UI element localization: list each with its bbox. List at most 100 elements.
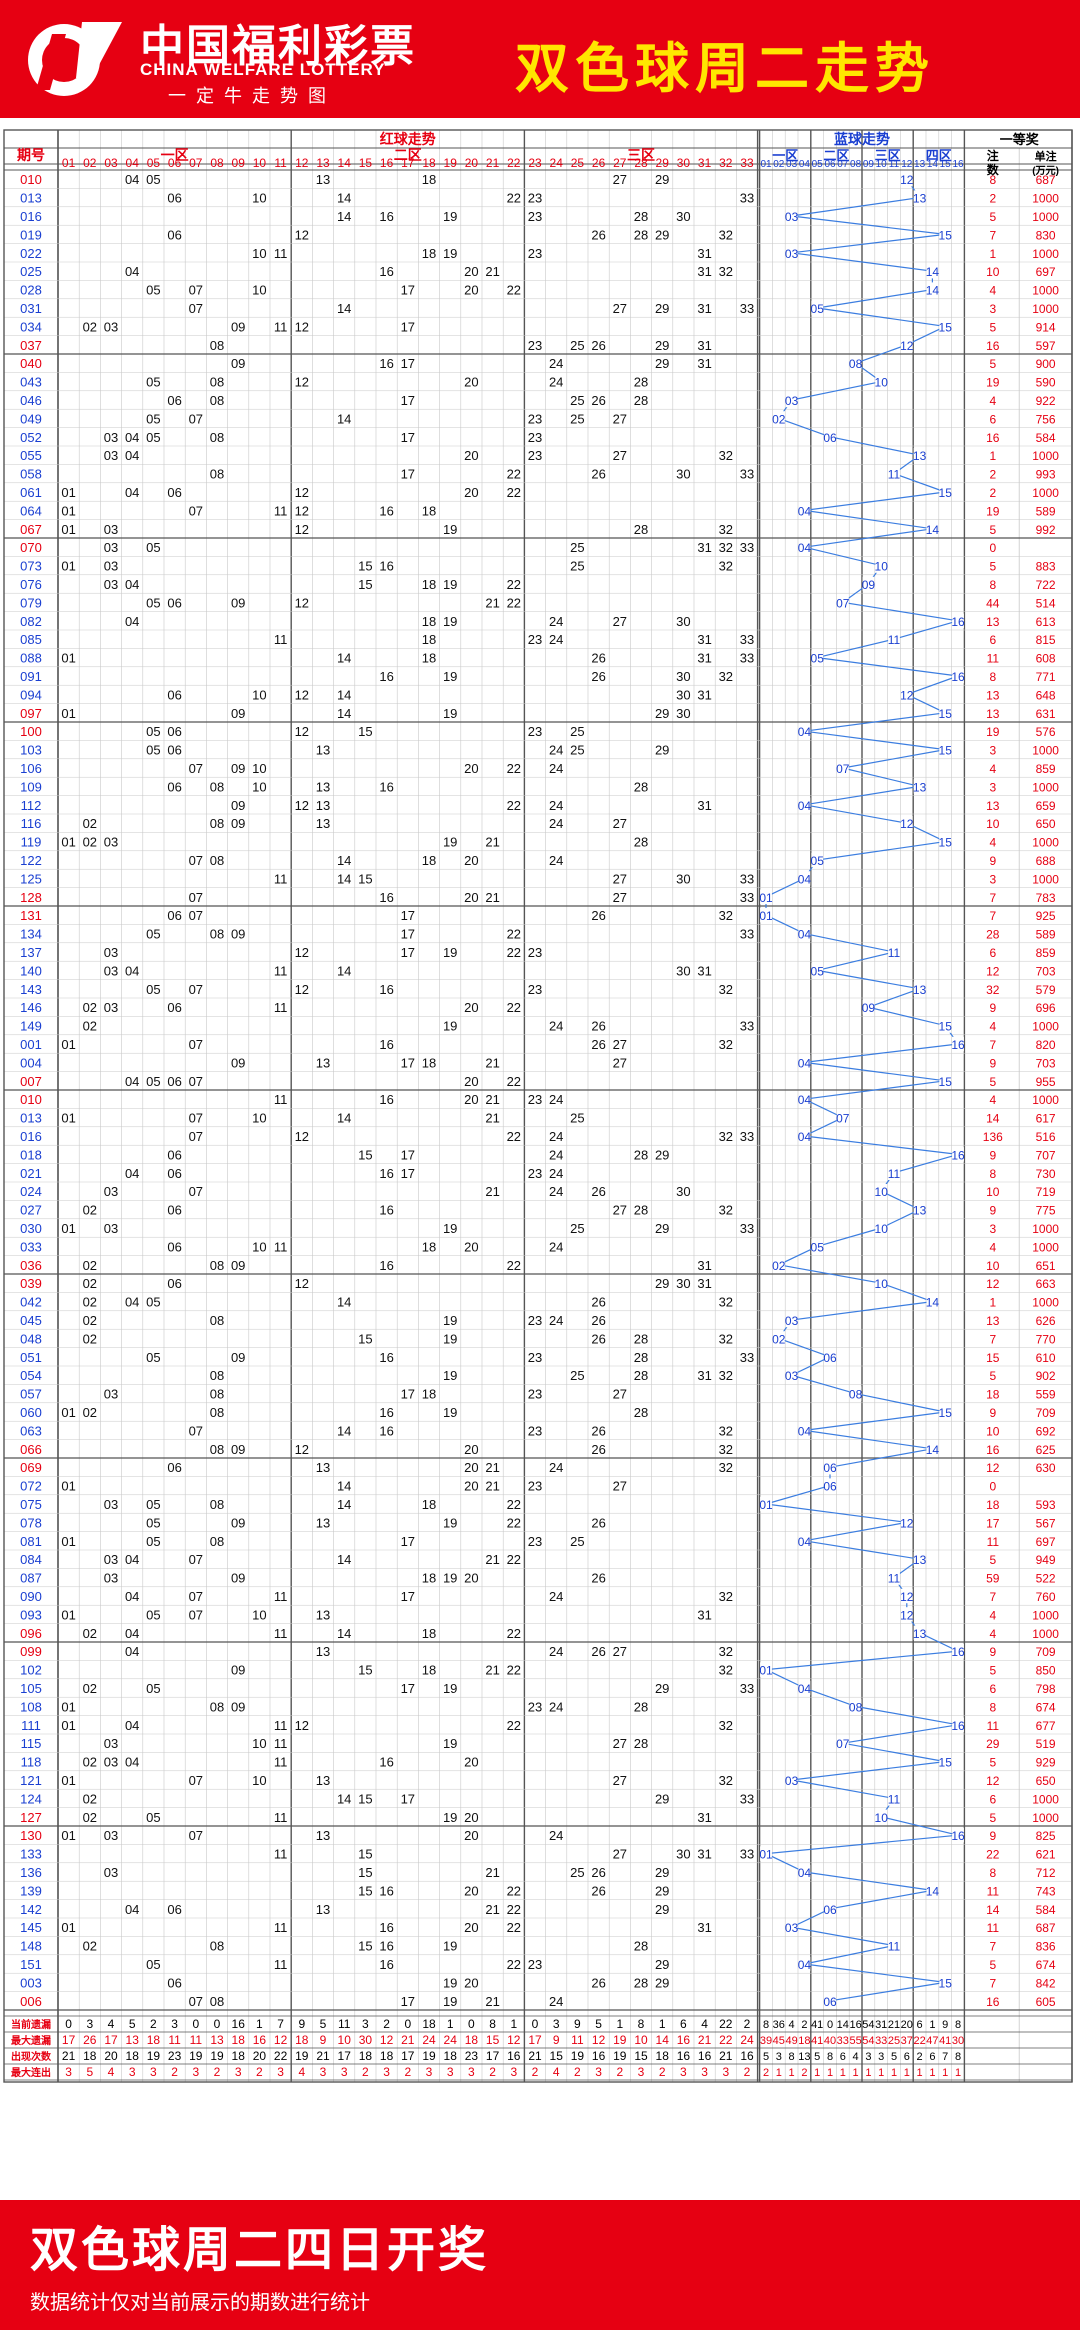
red-ball-mark: 06 xyxy=(167,908,181,923)
prize-count: 10 xyxy=(986,1185,1000,1199)
issue-number: 133 xyxy=(20,1847,42,1862)
blue-ball-bg xyxy=(952,613,964,628)
issue-number: 094 xyxy=(20,687,42,702)
red-ball-mark: 27 xyxy=(613,1644,627,1659)
prize-amount: 674 xyxy=(1036,1958,1056,1972)
issue-number: 102 xyxy=(20,1663,42,1678)
prize-amount: 859 xyxy=(1036,946,1056,960)
issue-number: 007 xyxy=(20,1074,42,1089)
red-ball-mark: 26 xyxy=(591,1313,605,1328)
red-ball-mark: 20 xyxy=(464,283,478,298)
red-number-header: 25 xyxy=(571,156,585,170)
red-ball-mark: 07 xyxy=(189,890,203,905)
red-ball-mark: 16 xyxy=(379,356,393,371)
red-ball-mark: 03 xyxy=(104,1571,118,1586)
red-ball-mark: 33 xyxy=(740,1847,754,1862)
red-ball-mark: 27 xyxy=(613,614,627,629)
blue-ball-mark: 10 xyxy=(875,1811,889,1825)
prize-count: 4 xyxy=(989,762,996,776)
red-ball-mark: 27 xyxy=(613,890,627,905)
stat-value-red: 3 xyxy=(722,2065,729,2079)
red-ball-mark: 18 xyxy=(422,1387,436,1402)
blue-ball-bg xyxy=(811,963,824,978)
issue-number: 100 xyxy=(20,724,42,739)
blue-ball-mark: 11 xyxy=(888,946,901,960)
red-ball-mark: 03 xyxy=(104,319,118,334)
red-ball-mark: 26 xyxy=(591,1184,605,1199)
red-ball-mark: 17 xyxy=(401,467,415,482)
red-ball-mark: 16 xyxy=(379,1092,393,1107)
red-ball-mark: 06 xyxy=(167,1902,181,1917)
stat-value-blue: 14 xyxy=(837,2019,849,2031)
red-ball-mark: 05 xyxy=(146,1515,160,1530)
red-ball-mark: 16 xyxy=(379,779,393,794)
blue-ball-bg xyxy=(798,1956,811,1972)
blue-ball-bg xyxy=(836,595,849,610)
red-ball-mark: 21 xyxy=(485,1663,499,1678)
red-ball-mark: 07 xyxy=(189,908,203,923)
red-ball-mark: 27 xyxy=(613,1773,627,1788)
blue-ball-mark: 12 xyxy=(900,339,914,353)
red-ball-mark: 16 xyxy=(379,669,393,684)
red-ball-mark: 27 xyxy=(613,1055,627,1070)
red-ball-mark: 22 xyxy=(507,1258,521,1273)
red-ball-mark: 06 xyxy=(167,191,181,206)
blue-ball-bg xyxy=(939,227,952,242)
red-ball-mark: 06 xyxy=(167,724,181,739)
stat-value-red: 18 xyxy=(126,2049,140,2063)
blue-ball-mark: 12 xyxy=(900,688,914,702)
red-ball-mark: 04 xyxy=(125,448,139,463)
issue-number: 003 xyxy=(20,1975,42,1990)
blue-ball-mark: 04 xyxy=(798,1093,812,1107)
red-ball-mark: 31 xyxy=(697,1258,711,1273)
red-ball-mark: 01 xyxy=(61,1773,75,1788)
red-ball-mark: 28 xyxy=(634,522,648,537)
stat-value-blue: 8 xyxy=(763,2019,769,2031)
issue-number: 004 xyxy=(20,1055,42,1070)
red-ball-mark: 23 xyxy=(528,982,542,997)
red-ball-mark: 19 xyxy=(443,522,457,537)
prize-amount: 955 xyxy=(1036,1075,1056,1089)
stat-value-red: 17 xyxy=(486,2049,500,2063)
blue-zone-label: 一区 xyxy=(772,148,798,163)
red-ball-mark: 24 xyxy=(549,1019,563,1034)
blue-ball-bg xyxy=(798,1680,811,1696)
stat-value-blue: 47 xyxy=(926,2035,938,2047)
red-ball-mark: 10 xyxy=(252,687,266,702)
prize-amount: 859 xyxy=(1036,762,1056,776)
red-ball-mark: 06 xyxy=(167,743,181,758)
stat-value-blue: 4 xyxy=(853,2051,859,2063)
red-ball-mark: 22 xyxy=(507,1626,521,1641)
red-ball-mark: 29 xyxy=(655,743,669,758)
red-ball-mark: 12 xyxy=(295,945,309,960)
red-ball-mark: 26 xyxy=(591,1331,605,1346)
issue-number: 091 xyxy=(20,669,42,684)
stat-value-red: 11 xyxy=(338,2017,351,2031)
red-ball-mark: 33 xyxy=(740,1221,754,1236)
blue-ball-mark: 14 xyxy=(926,1884,940,1898)
stat-value-blue: 9 xyxy=(942,2019,948,2031)
blue-ball-bg xyxy=(913,1625,926,1640)
red-ball-mark: 29 xyxy=(655,1883,669,1898)
red-ball-mark: 32 xyxy=(719,1718,733,1733)
red-ball-mark: 24 xyxy=(549,1994,563,2009)
red-ball-mark: 09 xyxy=(231,319,245,334)
prize-amount: 608 xyxy=(1036,652,1056,666)
prize-count: 13 xyxy=(986,688,1000,702)
red-ball-mark: 24 xyxy=(549,1239,563,1254)
blue-ball-bg xyxy=(862,1000,875,1015)
red-ball-mark: 15 xyxy=(358,724,372,739)
red-ball-mark: 33 xyxy=(740,540,754,555)
red-ball-mark: 23 xyxy=(528,1092,542,1107)
stat-value-red: 18 xyxy=(359,2049,373,2063)
red-ball-mark: 31 xyxy=(697,1276,711,1291)
stat-value-red: 4 xyxy=(108,2017,115,2031)
stat-value-blue: 1 xyxy=(878,2067,884,2079)
red-ball-mark: 03 xyxy=(104,1000,118,1015)
issue-number: 042 xyxy=(20,1295,42,1310)
stat-value-blue: 1 xyxy=(891,2067,897,2079)
issue-number: 125 xyxy=(20,871,42,886)
blue-ball-mark: 14 xyxy=(926,523,940,537)
blue-ball-mark: 01 xyxy=(759,1664,773,1678)
red-ball-mark: 14 xyxy=(337,651,351,666)
